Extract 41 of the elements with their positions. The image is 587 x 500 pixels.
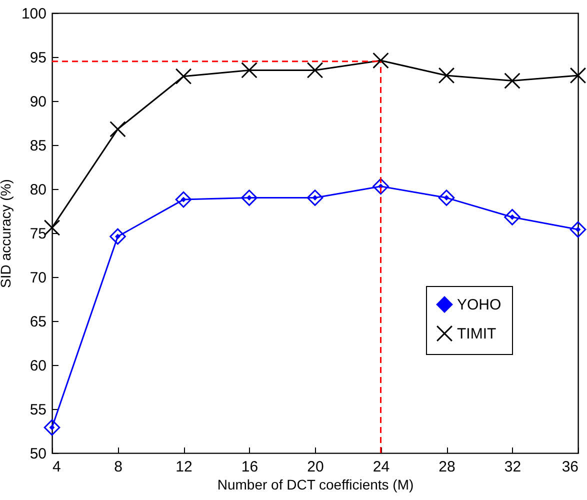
y-tick-label: 50 (30, 446, 46, 462)
x-tick-label: 12 (176, 458, 192, 476)
x-tick-label: 32 (504, 458, 522, 476)
point (438, 67, 455, 84)
point (438, 190, 455, 206)
x-tick-label: 20 (307, 458, 324, 476)
y-tick-label: 100 (21, 6, 46, 22)
x-tick-label: 8 (114, 458, 122, 476)
y-tick-label: 80 (30, 182, 46, 198)
point (241, 62, 258, 78)
point (110, 120, 126, 138)
y-tick-label: 70 (30, 270, 46, 286)
x-tick-label: 24 (372, 458, 390, 476)
point (175, 68, 192, 85)
x-tick-label: 28 (438, 458, 456, 476)
point (110, 228, 126, 245)
point (306, 190, 324, 206)
legend-label: YOHO (457, 296, 502, 314)
x-axis-title: Number of DCT coefficients (M) (217, 476, 414, 492)
y-tick-label: 75 (30, 226, 46, 242)
x-tick-label: 16 (241, 458, 258, 476)
point (504, 72, 520, 89)
point (306, 62, 324, 78)
x-tick-label: 4 (52, 458, 61, 476)
y-tick-label: 90 (30, 94, 46, 110)
point (372, 178, 389, 195)
point (570, 67, 586, 84)
point (372, 52, 389, 69)
y-tick-label: 95 (30, 50, 46, 66)
point (241, 190, 258, 206)
point (570, 221, 586, 238)
y-tick-label: 60 (30, 358, 46, 374)
y-axis-title: SID accuracy (%) (0, 179, 14, 288)
point (175, 191, 192, 208)
point (504, 208, 520, 226)
y-tick-label: 65 (30, 314, 46, 330)
point (44, 419, 60, 436)
x-tick-label: 36 (562, 458, 578, 476)
legend-label: TIMIT (457, 326, 496, 342)
y-tick-label: 55 (30, 402, 46, 418)
y-tick-label: 85 (30, 138, 46, 154)
